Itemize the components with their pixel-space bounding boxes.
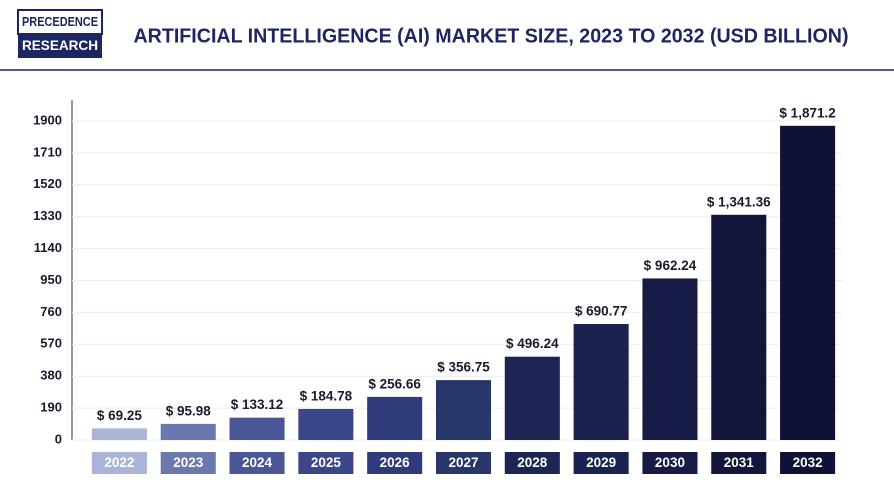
category-box — [711, 452, 767, 474]
category-box — [573, 452, 629, 474]
value-label: $ 95.98 — [166, 403, 212, 418]
y-tick-label: 190 — [40, 400, 62, 415]
value-label: $ 962.24 — [644, 258, 697, 273]
x-tick-label: 2032 — [793, 455, 823, 470]
x-tick-label: 2024 — [242, 455, 273, 470]
category-box — [91, 452, 147, 474]
logo-bottom-box — [18, 34, 102, 58]
x-tick-label: 2029 — [586, 455, 616, 470]
bar — [367, 396, 423, 440]
y-tick-label: 0 — [55, 431, 62, 446]
category-box — [367, 452, 423, 474]
value-label: $ 690.77 — [575, 304, 628, 319]
category-box — [298, 452, 354, 474]
bar — [229, 417, 285, 440]
bar — [711, 214, 767, 440]
x-tick-label: 2026 — [380, 455, 411, 470]
y-tick-label: 570 — [40, 336, 62, 351]
y-tick-label: 1330 — [33, 208, 62, 223]
x-tick-label: 2031 — [724, 455, 755, 470]
y-tick-label: 760 — [40, 304, 62, 319]
x-tick-label: 2023 — [173, 455, 204, 470]
value-label: $ 496.24 — [506, 336, 559, 351]
value-label: $ 356.75 — [437, 360, 490, 375]
bar — [504, 356, 560, 440]
value-label: $ 133.12 — [231, 397, 284, 412]
y-tick-label: 1710 — [33, 144, 62, 159]
x-tick-label: 2028 — [517, 455, 548, 470]
bar — [298, 408, 354, 440]
logo-text: RESEARCH — [22, 37, 98, 53]
category-box — [780, 452, 836, 474]
bar — [642, 278, 698, 440]
bar — [780, 125, 836, 440]
logo-text: PRECEDENCE — [22, 14, 98, 29]
y-tick-label: 1520 — [33, 176, 62, 191]
category-box — [435, 452, 492, 474]
value-label: $ 1,341.36 — [707, 194, 771, 209]
value-label: $ 184.78 — [300, 389, 353, 404]
bar — [435, 380, 492, 440]
y-tick-label: 1140 — [34, 240, 62, 255]
y-tick-label: 1900 — [33, 112, 62, 127]
bar — [573, 324, 629, 440]
logo: PRECEDENCE RESEARCH — [17, 9, 103, 58]
chart-title: ARTIFICIAL INTELLIGENCE (AI) MARKET SIZE… — [134, 25, 849, 47]
category-box — [229, 452, 285, 474]
x-tick-label: 2030 — [655, 455, 685, 470]
category-box — [160, 452, 216, 474]
value-label: $ 1,871.2 — [779, 105, 835, 120]
x-tick-label: 2027 — [448, 455, 478, 470]
x-tick-label: 2025 — [311, 455, 342, 470]
value-label: $ 69.25 — [97, 408, 143, 423]
y-tick-label: 380 — [40, 368, 62, 383]
value-label: $ 256.66 — [368, 376, 421, 391]
category-box — [642, 452, 698, 474]
bar — [91, 428, 147, 440]
x-tick-label: 2022 — [104, 455, 134, 470]
y-tick-label: 950 — [40, 272, 62, 287]
bar — [160, 423, 216, 440]
category-box — [504, 452, 560, 474]
